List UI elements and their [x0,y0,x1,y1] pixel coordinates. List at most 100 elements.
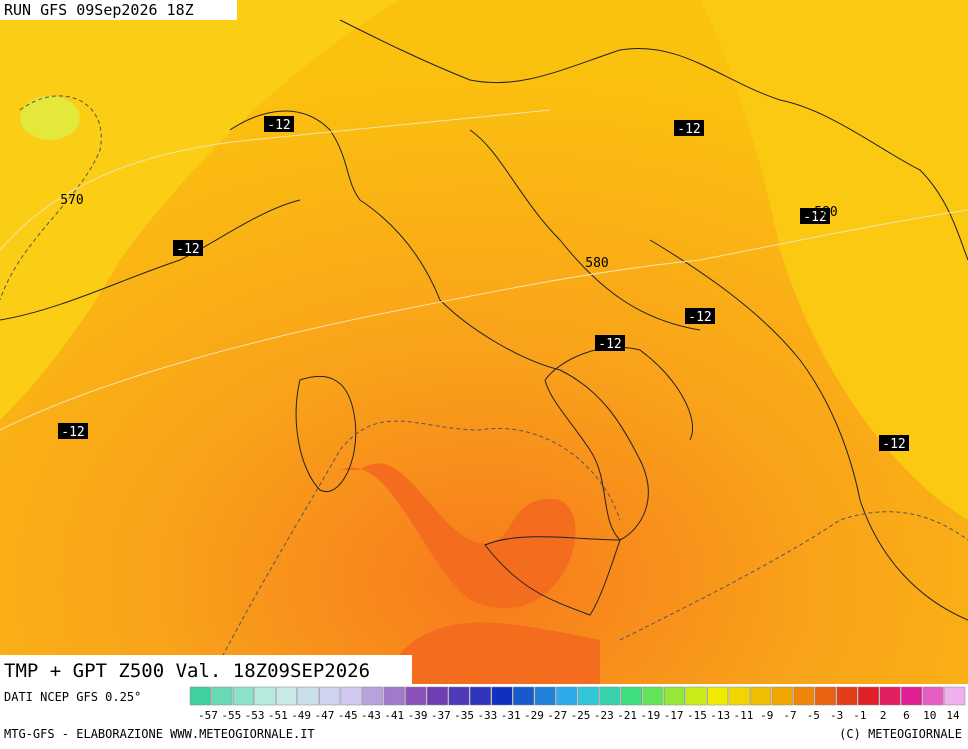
geopotential-label: 580 [585,256,608,271]
scale-swatch [707,686,729,706]
scale-swatch [901,686,923,706]
scale-swatch [642,686,664,706]
label-box [173,240,203,256]
label-box [685,308,715,324]
scale-label: -21 [617,709,637,722]
label-box [595,335,625,351]
scale-label: -25 [571,709,591,722]
scale-label: -27 [547,709,567,722]
scale-label: -43 [361,709,381,722]
scale-label: -49 [291,709,311,722]
coastlines [0,19,968,621]
scale-label: -5 [807,709,820,722]
scale-swatch [728,686,750,706]
scale-label: -45 [338,709,358,722]
label-box [879,435,909,451]
geopotential-label: 570 [60,193,83,208]
scale-swatch [620,686,642,706]
sardinia [295,375,357,493]
scale-label: 10 [923,709,936,722]
scale-label: -13 [710,709,730,722]
scale-label: -37 [431,709,451,722]
map-labels: -12 -12 -12 -12 -12 -12 -12 -12 570 580 580 [58,116,909,452]
scale-label: -53 [245,709,265,722]
scale-label: -39 [408,709,428,722]
scale-label: -15 [687,709,707,722]
label-box [800,208,830,224]
scale-swatch [836,686,858,706]
temperature-label: -12 [61,425,84,440]
temperature-label: -12 [688,310,711,325]
coast [544,346,694,441]
hot-zone [340,463,576,609]
scale-swatch [319,686,341,706]
scale-swatch [922,686,944,706]
label-box [58,423,88,439]
scale-swatch [426,686,448,706]
isotherm [199,420,621,701]
scale-swatch [879,686,901,706]
scale-swatch [685,686,707,706]
scale-swatch [405,686,427,706]
scale-swatch [814,686,836,706]
scale-swatch [297,686,319,706]
source-label: DATI NCEP GFS 0.25° [4,690,141,704]
header-box [0,0,237,20]
scale-label: -55 [221,709,241,722]
scale-swatch [750,686,772,706]
sicily [484,536,621,616]
temperature-label: -12 [677,122,700,137]
coast [0,199,301,321]
warm-zone [700,0,968,520]
scale-swatch [189,686,211,706]
scale-swatch [211,686,233,706]
scale-swatch [275,686,298,706]
geopotential-label: 580 [814,205,837,220]
label-box [264,116,294,132]
scale-label: -41 [384,709,404,722]
temperature-label: -12 [598,337,621,352]
title-box [0,655,412,685]
scale-swatch [599,686,621,706]
coast [469,129,701,331]
scale-swatch [383,686,405,706]
temperature-label: -12 [176,242,199,257]
geopotential-line [0,209,968,431]
scale-swatch [771,686,793,706]
scale-label: 6 [903,709,910,722]
scale-label: -31 [501,709,521,722]
geopotential-lines [0,109,968,431]
scale-swatch [556,686,578,706]
map-title: TMP + GPT Z500 Val. 18Z09SEP2026 [4,660,370,682]
scale-swatch [362,686,384,706]
warm-zone [0,0,400,420]
scale-label: -17 [664,709,684,722]
temperature-label: -12 [267,118,290,133]
coast [649,239,968,621]
label-box [674,120,704,136]
scale-swatch [793,686,815,706]
scale-swatch [469,686,492,706]
geopotential-line [0,109,551,251]
scale-label: -47 [314,709,334,722]
credit-left: MTG-GFS - ELABORAZIONE WWW.METEOGIORNALE… [4,727,315,741]
scale-swatch [232,686,254,706]
isotherm [0,95,102,301]
scale-label: -29 [524,709,544,722]
scale-swatch [491,686,513,706]
cool-zone [20,96,80,140]
scale-swatch [340,686,362,706]
scale-label: -7 [783,709,796,722]
coast [229,110,649,541]
scale-label: -23 [594,709,614,722]
color-scale: -57 -55 -53 -51 -49 -47 -45 -43 -41 -39 -37 -35 -33-… [189,686,966,722]
scale-label: -3 [830,709,843,722]
scale-label: -33 [477,709,497,722]
temperature-label: -12 [882,437,905,452]
isotherms [0,95,968,701]
scale-swatch [448,686,470,706]
scale-label: 14 [946,709,960,722]
scale-label: -51 [268,709,288,722]
